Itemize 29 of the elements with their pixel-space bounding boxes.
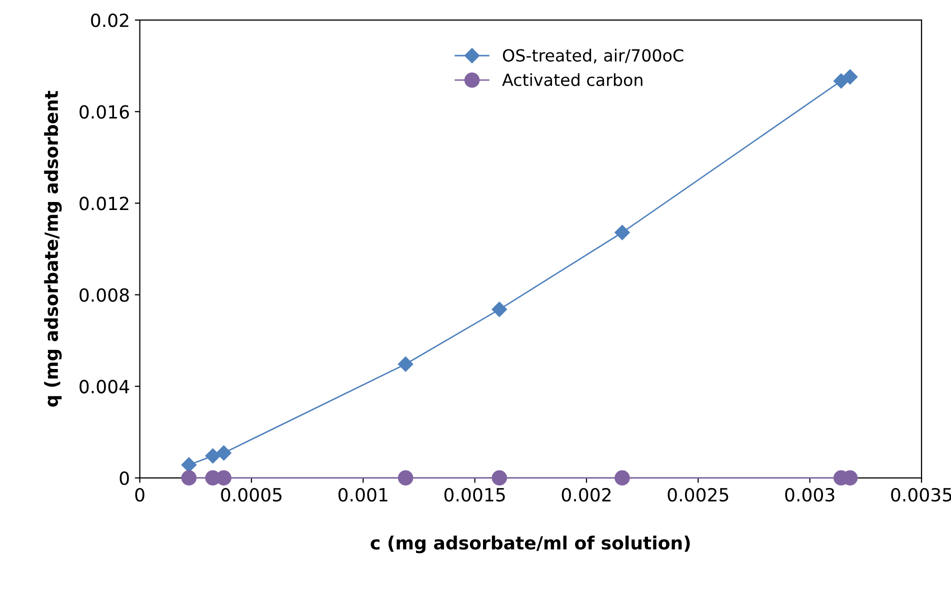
point [398,470,414,486]
x-tick-label: 0.0015 [444,488,505,502]
point [216,470,232,486]
x-tick-label: 0 [135,488,144,502]
y-tick-label: 0.02 [91,14,128,28]
legend-label: OS-treated, air/700oC [502,48,684,64]
y-axis-title: q (mg adsorbate/mg adsorbent [44,90,62,407]
y-tick-label: 0 [120,471,129,486]
point [216,445,232,461]
y-tick-label: 0.004 [80,380,130,394]
point [205,448,220,464]
x-tick-label: 0.0005 [221,488,282,502]
point [614,224,630,240]
y-tick-label: 0.016 [80,105,129,119]
y-tick-label: 0.008 [80,288,129,302]
point [842,69,858,84]
point [492,470,508,486]
x-tick-label: 0.002 [562,488,611,502]
x-axis-title: c (mg adsorbate/ml of solution) [370,536,690,554]
legend-label: Activated carbon [502,73,642,86]
point [398,356,414,372]
point [181,470,197,486]
x-tick-label: 0.003 [785,488,834,502]
y-tick-label: 0.012 [80,196,128,210]
point [614,470,630,486]
x-tick-label: 0.001 [338,488,388,502]
point [492,302,507,317]
point [181,457,197,472]
x-tick-label: 0.0025 [668,488,728,502]
